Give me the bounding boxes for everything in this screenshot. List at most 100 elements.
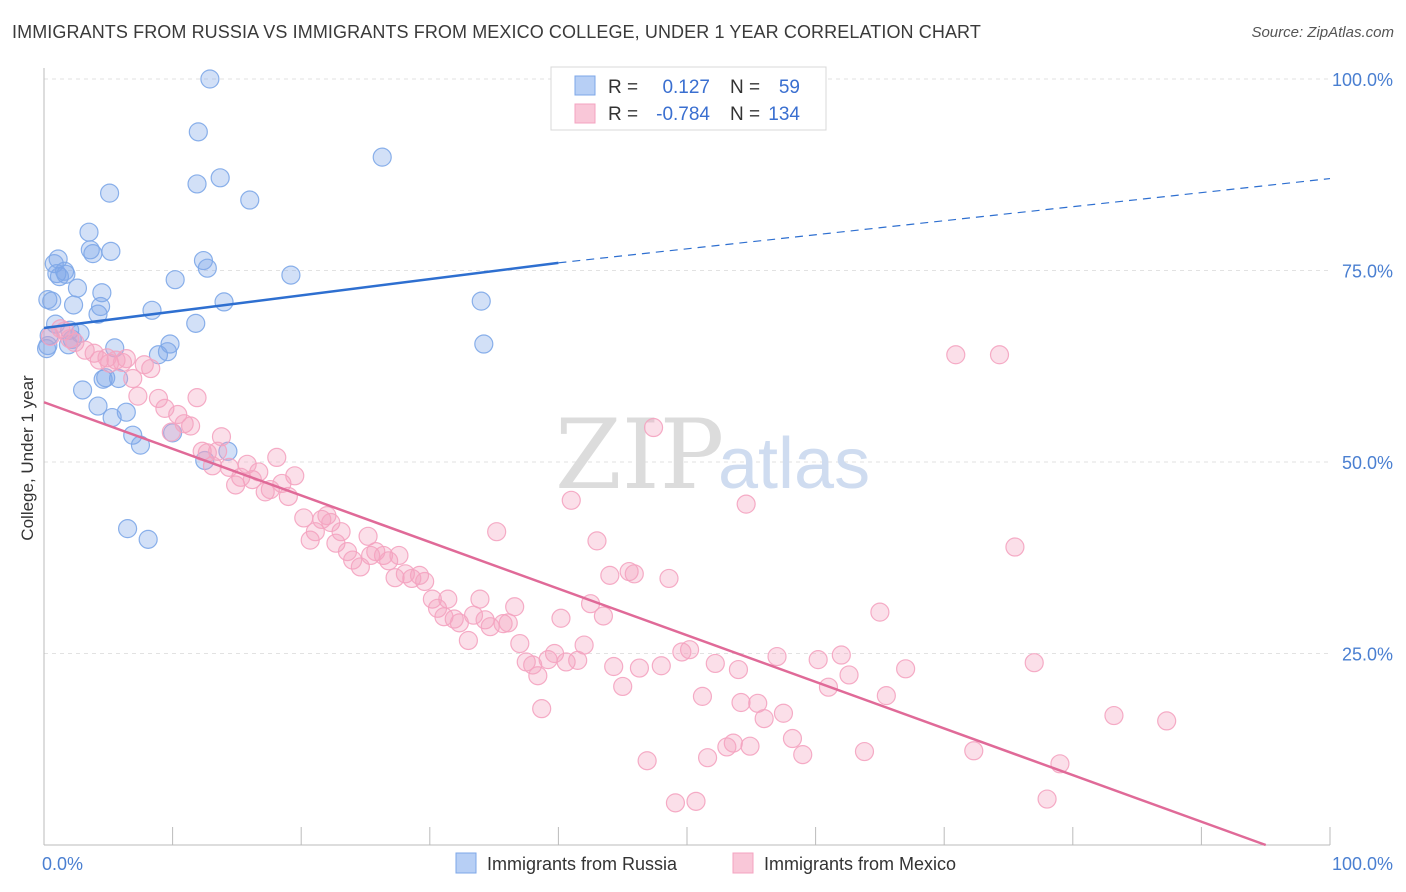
mexico-point-118 xyxy=(767,646,787,667)
mexico-point-138 xyxy=(1157,711,1177,731)
mexico-point-13 xyxy=(123,368,143,389)
mexico-point-80 xyxy=(523,655,543,675)
mexico-point-23 xyxy=(187,388,207,408)
russia-point-22 xyxy=(88,304,108,324)
watermark-zip: ZIP xyxy=(555,399,724,511)
bottom-legend-swatch-mexico xyxy=(732,852,754,874)
mexico-point-95 xyxy=(613,676,633,697)
mexico-point-97 xyxy=(624,564,644,584)
russia-point-32 xyxy=(116,402,136,422)
mexico-point-101 xyxy=(651,656,671,676)
mexico-point-98 xyxy=(629,658,650,678)
mexico-point-12 xyxy=(116,348,136,369)
mexico-point-17 xyxy=(148,388,169,409)
mexico-point-114 xyxy=(736,494,756,514)
mexico-point-77 xyxy=(505,597,525,617)
y-axis-label: College, Under 1 year xyxy=(18,375,37,541)
x-tick-labels: 0.0% 100.0% xyxy=(42,854,1393,874)
mexico-point-27 xyxy=(208,441,228,461)
mexico-point-135 xyxy=(1037,789,1057,809)
chart-title: IMMIGRANTS FROM RUSSIA VS IMMIGRANTS FRO… xyxy=(12,22,981,42)
mexico-point-94 xyxy=(604,656,624,677)
trendline-russia xyxy=(43,261,559,330)
mexico-point-87 xyxy=(561,490,581,510)
mexico-point-37 xyxy=(267,447,287,468)
source-credit: Source: ZipAtlas.com xyxy=(1251,24,1394,41)
mexico-point-52 xyxy=(358,526,378,546)
mexico-point-57 xyxy=(385,568,405,588)
gridlines xyxy=(44,78,1330,654)
russia-point-55 xyxy=(372,147,392,167)
mexico-point-120 xyxy=(782,728,803,749)
russia-point-36 xyxy=(138,529,158,549)
series-russia-points xyxy=(36,69,494,549)
mexico-point-134 xyxy=(1024,653,1044,673)
russia-point-21 xyxy=(88,396,108,416)
russia-point-44 xyxy=(187,174,207,194)
russia-point-20 xyxy=(83,244,103,264)
mexico-point-103 xyxy=(665,793,686,813)
mexico-point-129 xyxy=(896,659,916,679)
mexico-point-126 xyxy=(854,741,875,762)
mexico-point-109 xyxy=(705,653,725,674)
legend-n-label-mexico: N = xyxy=(730,104,760,125)
mexico-point-130 xyxy=(946,345,966,365)
mexico-point-16 xyxy=(141,358,161,379)
russia-point-28 xyxy=(101,241,121,261)
russia-point-50 xyxy=(210,168,230,188)
mexico-point-4 xyxy=(65,332,85,353)
mexico-point-89 xyxy=(574,635,594,655)
russia-point-33 xyxy=(117,519,138,539)
russia-point-54 xyxy=(281,265,301,285)
russia-point-39 xyxy=(157,342,178,362)
mexico-point-82 xyxy=(532,699,552,719)
mexico-point-137 xyxy=(1104,705,1124,726)
mexico-point-122 xyxy=(808,650,828,670)
russia-point-57 xyxy=(474,334,494,354)
mexico-point-76 xyxy=(498,613,518,633)
mexico-point-14 xyxy=(128,386,148,406)
mexico-point-107 xyxy=(692,686,713,706)
russia-point-10 xyxy=(56,264,76,284)
mexico-point-55 xyxy=(373,545,394,566)
mexico-point-93 xyxy=(600,565,620,585)
mexico-point-22 xyxy=(181,416,201,436)
mexico-point-69 xyxy=(458,630,478,651)
russia-point-24 xyxy=(92,283,112,303)
russia-point-56 xyxy=(471,291,491,311)
mexico-point-92 xyxy=(593,606,614,626)
series-mexico-points xyxy=(40,319,1177,813)
mexico-point-113 xyxy=(731,692,751,713)
russia-point-48 xyxy=(197,258,217,278)
y-tick-label-1: 50.0% xyxy=(1342,453,1393,473)
mexico-point-67 xyxy=(444,609,464,629)
x-tick-label-0: 0.0% xyxy=(42,854,83,874)
mexico-point-125 xyxy=(839,665,859,685)
mexico-point-32 xyxy=(237,454,257,474)
russia-point-23 xyxy=(90,296,111,317)
mexico-point-132 xyxy=(989,345,1010,365)
mexico-point-58 xyxy=(389,545,409,566)
russia-point-53 xyxy=(240,190,260,210)
mexico-point-11 xyxy=(112,352,133,373)
mexico-point-48 xyxy=(331,522,351,542)
russia-point-42 xyxy=(165,270,185,290)
series-legend: Immigrants from Russia Immigrants from M… xyxy=(455,852,956,874)
russia-point-51 xyxy=(214,292,234,312)
mexico-point-131 xyxy=(964,741,984,761)
mexico-point-108 xyxy=(697,748,718,768)
mexico-point-99 xyxy=(637,751,657,771)
trendline-russia-extension xyxy=(558,177,1331,264)
stats-legend: R = 0.127 N = 59 R = -0.784 N = 134 xyxy=(550,66,827,131)
legend-r-value-mexico: -0.784 xyxy=(656,104,710,125)
axes xyxy=(43,68,1331,846)
mexico-point-43 xyxy=(305,522,325,542)
y-tick-label-2: 75.0% xyxy=(1342,262,1393,282)
legend-n-value-mexico: 134 xyxy=(768,104,800,125)
mexico-point-106 xyxy=(686,791,706,811)
mexico-point-128 xyxy=(876,686,896,706)
stats-legend-box xyxy=(550,66,827,131)
mexico-point-62 xyxy=(415,571,435,592)
x-tick-label-1: 100.0% xyxy=(1332,854,1393,874)
